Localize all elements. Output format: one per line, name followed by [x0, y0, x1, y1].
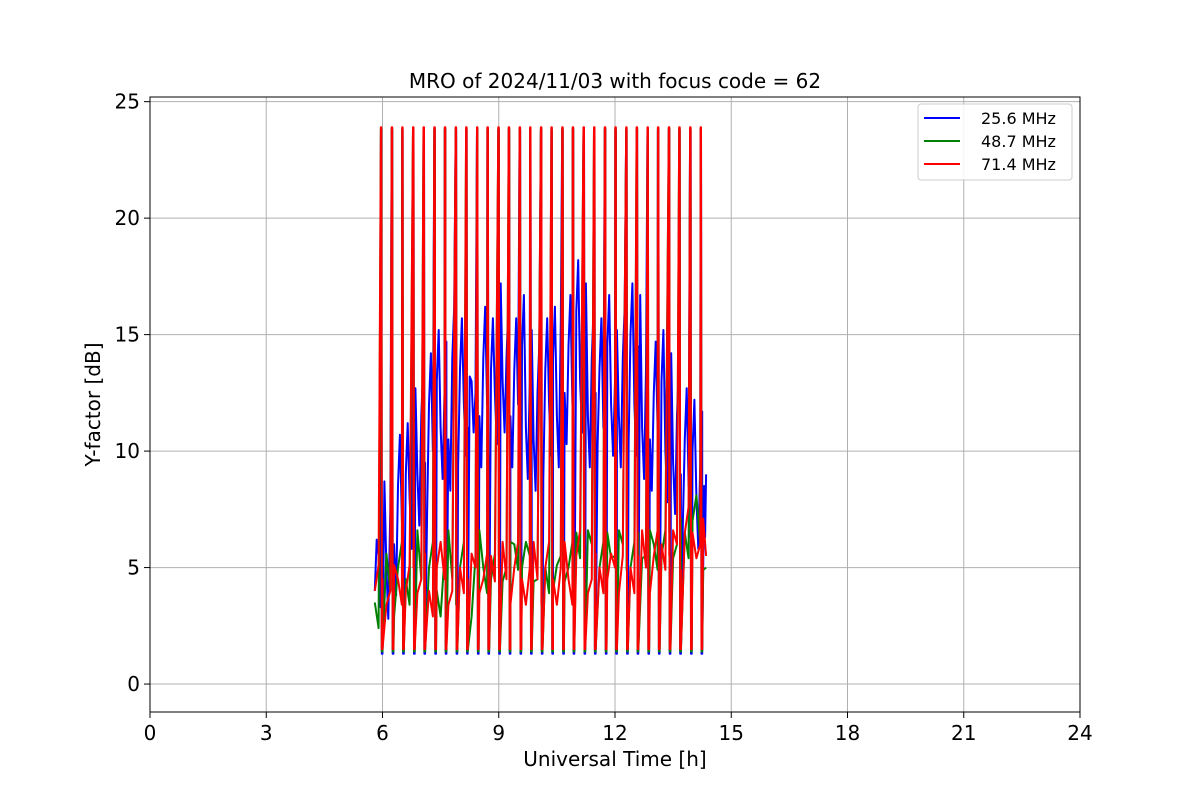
x-axis-label: Universal Time [h]: [523, 747, 706, 771]
series-line-2: [373, 126, 708, 651]
x-tick-label: 15: [719, 721, 744, 745]
x-tick-label: 18: [835, 721, 860, 745]
plot-series-group: [373, 126, 708, 655]
x-tick-label: 21: [951, 721, 976, 745]
legend-label: 71.4 MHz: [981, 155, 1056, 174]
y-tick-label: 20: [115, 206, 140, 230]
y-tick-label: 15: [115, 323, 140, 347]
x-tick-label: 9: [492, 721, 505, 745]
y-tick-label: 10: [115, 439, 140, 463]
x-tick-label: 24: [1067, 721, 1092, 745]
x-tick-label: 12: [602, 721, 627, 745]
legend-label: 25.6 MHz: [981, 109, 1056, 128]
legend: 25.6 MHz 48.7 MHz 71.4 MHz: [917, 103, 1073, 181]
legend-label: 48.7 MHz: [981, 132, 1056, 151]
y-tick-label: 5: [127, 556, 140, 580]
y-tick-label: 25: [115, 90, 140, 114]
x-tick-label: 6: [376, 721, 389, 745]
x-tick-label: 0: [144, 721, 157, 745]
y-axis-label: Y-factor [dB]: [81, 342, 105, 467]
x-tick-label: 3: [260, 721, 273, 745]
axis-ticks: 0 3 6 9 12 15 18 21 24 0 5 10 15 20 25: [115, 90, 1093, 745]
chart-title: MRO of 2024/11/03 with focus code = 62: [409, 69, 821, 93]
legend-box: [917, 103, 1073, 181]
y-tick-label: 0: [127, 672, 140, 696]
